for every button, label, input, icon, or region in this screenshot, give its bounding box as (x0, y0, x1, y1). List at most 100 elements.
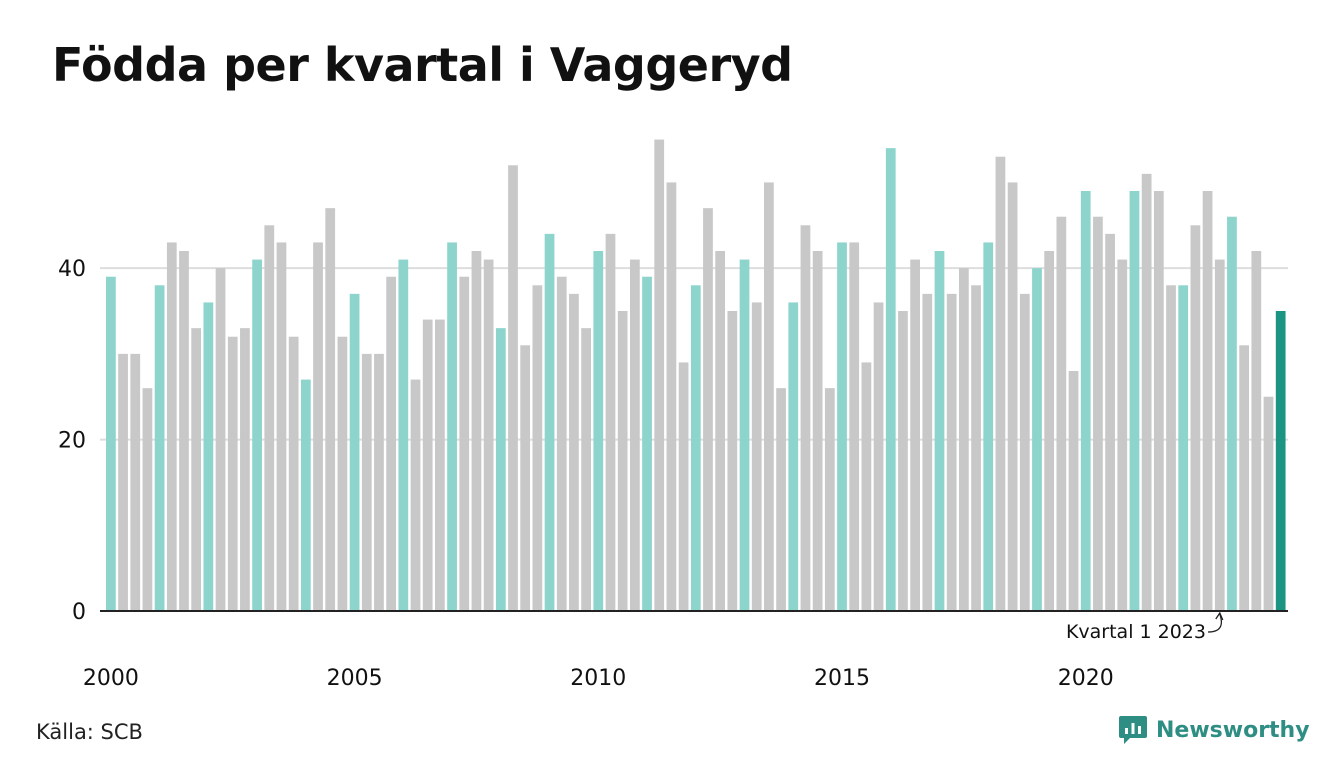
bar (873, 302, 884, 611)
bar (617, 311, 628, 611)
bar (252, 259, 262, 611)
bar (1166, 285, 1176, 611)
bar (544, 233, 555, 612)
bar (1068, 371, 1079, 611)
bar (508, 165, 518, 612)
bar (179, 251, 189, 611)
newsworthy-logo-icon (1119, 716, 1147, 744)
bar (142, 388, 153, 611)
bar (861, 362, 872, 611)
bar (898, 311, 908, 611)
bar (276, 242, 287, 611)
bar (1214, 259, 1225, 611)
bar (1227, 216, 1237, 611)
bar (130, 353, 141, 611)
brand-logo: Newsworthy (1118, 714, 1310, 746)
bar (447, 242, 457, 611)
bar (1178, 285, 1189, 611)
x-tick-label: 2000 (83, 666, 139, 691)
brand-name: Newsworthy (1156, 717, 1310, 743)
bar (995, 156, 1006, 611)
bar (483, 259, 494, 611)
bar (849, 242, 860, 611)
bar (678, 362, 689, 611)
x-tick-label: 2005 (327, 666, 383, 691)
bar (264, 225, 275, 612)
bar (715, 251, 726, 611)
bar (325, 208, 336, 611)
bar (922, 293, 933, 611)
bar (751, 302, 762, 611)
bar (227, 336, 238, 611)
bar (1117, 259, 1128, 611)
bar (593, 251, 604, 611)
bar (215, 268, 226, 611)
axes: 0 20 40 2000 2005 2010 2015 2020 (58, 257, 1288, 691)
bar (471, 251, 482, 611)
bar (971, 285, 981, 611)
bar (983, 242, 994, 611)
bar (361, 353, 372, 611)
bar (1044, 251, 1055, 611)
bar (520, 345, 531, 611)
bar (1202, 191, 1213, 611)
bar (422, 319, 433, 611)
annotation-arrow (1207, 613, 1223, 633)
bar (1105, 233, 1115, 612)
bar (654, 139, 665, 611)
bar (495, 328, 506, 611)
bar (703, 208, 713, 611)
bar (1275, 311, 1286, 611)
x-tick-label: 2015 (814, 666, 870, 691)
bar (1239, 345, 1250, 611)
bar (776, 388, 786, 611)
bar (824, 388, 835, 611)
bar (532, 285, 543, 611)
bar (581, 328, 591, 611)
bar (337, 336, 348, 611)
bar (569, 293, 579, 611)
bar (1093, 216, 1103, 611)
annotation: Kvartal 1 2023 (1066, 611, 1224, 643)
bar (349, 293, 360, 611)
bar (690, 285, 701, 611)
bar (410, 379, 421, 611)
bar (435, 319, 445, 611)
bar (934, 251, 945, 611)
bar (106, 276, 116, 611)
bar (910, 259, 920, 611)
annotation-arrowhead (1215, 611, 1224, 621)
bar (727, 311, 738, 611)
bar (605, 233, 616, 612)
annotation-label: Kvartal 1 2023 (1066, 621, 1206, 643)
bar (1056, 216, 1067, 611)
bar (203, 302, 214, 611)
bar (374, 353, 384, 611)
bars (106, 139, 1286, 612)
bar (386, 276, 397, 611)
bar (1153, 191, 1164, 611)
bar (556, 276, 567, 611)
bar (1190, 225, 1201, 612)
bar (812, 251, 823, 611)
y-tick-label: 40 (58, 257, 86, 282)
bar (1251, 251, 1262, 611)
y-tick-label: 0 (72, 600, 86, 625)
bar (666, 182, 677, 611)
bar (459, 276, 470, 611)
bar (642, 276, 652, 611)
y-tick-label: 20 (58, 429, 86, 454)
bar (288, 336, 299, 611)
bar (1263, 396, 1274, 611)
bar (1080, 191, 1091, 611)
bar (958, 268, 969, 611)
bar (398, 259, 409, 611)
bar (800, 225, 811, 612)
bar (154, 285, 165, 611)
bar (764, 182, 774, 611)
bar (885, 148, 896, 611)
bar (300, 379, 311, 611)
bar (240, 328, 250, 611)
chart-title: Födda per kvartal i Vaggeryd (52, 38, 793, 92)
